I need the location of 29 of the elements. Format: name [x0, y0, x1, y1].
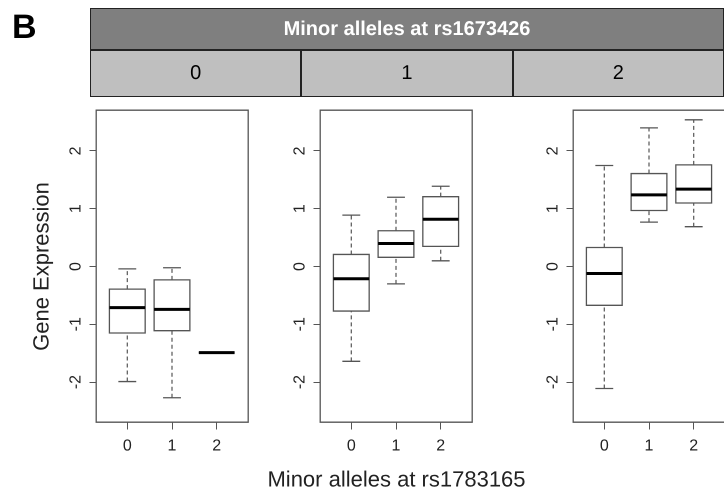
- x-tick-label: 1: [392, 438, 401, 454]
- y-tick-label: 1: [544, 204, 562, 214]
- y-tick-label: 2: [68, 146, 84, 156]
- x-tick-label: 0: [600, 438, 609, 454]
- y-tick-label: -1: [292, 317, 308, 332]
- chart-subtitle: 2: [512, 50, 724, 97]
- y-tick-label: 0: [68, 262, 84, 271]
- y-tick-label: 1: [292, 204, 308, 214]
- x-tick-label: 2: [212, 438, 222, 454]
- y-axis-title: Gene Expression: [28, 182, 54, 351]
- x-tick-label: 1: [168, 438, 177, 454]
- x-tick-label: 2: [689, 438, 698, 454]
- x-axis-title: Minor alleles at rs1783165: [267, 466, 526, 492]
- y-tick-label: 2: [292, 146, 308, 156]
- y-tick-label: -1: [68, 317, 84, 332]
- x-tick-label: 1: [644, 438, 654, 454]
- y-tick-label: 2: [544, 146, 562, 156]
- y-tick-label: 0: [544, 262, 562, 271]
- y-tick-label: 1: [68, 204, 84, 214]
- text: B: [12, 8, 37, 47]
- y-tick-label: -1: [544, 317, 562, 332]
- x-tick-label: 2: [436, 438, 446, 454]
- y-tick-label: -2: [292, 374, 308, 390]
- y-tick-label: -2: [68, 374, 84, 390]
- x-tick-label: 0: [346, 438, 356, 454]
- x-tick-label: 0: [122, 438, 132, 454]
- y-tick-label: -2: [544, 374, 562, 390]
- y-tick-label: 0: [292, 262, 308, 271]
- chart-title: Minor alleles at rs1673426: [90, 8, 724, 50]
